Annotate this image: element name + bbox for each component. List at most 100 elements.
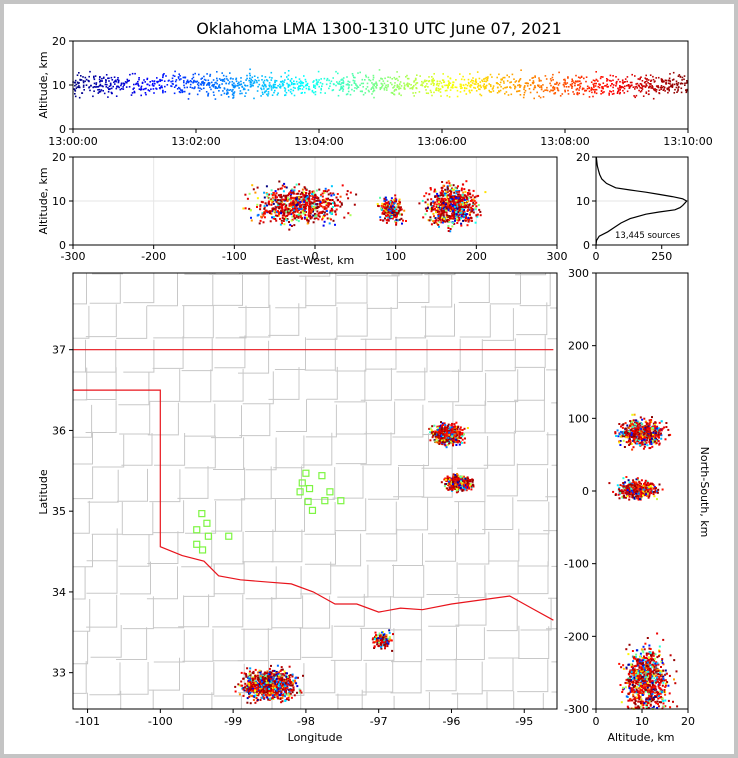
time-height-point [483, 80, 486, 82]
time-height-point [342, 81, 345, 83]
east-west-point [473, 203, 476, 206]
time-height-point [246, 77, 248, 80]
east-west-point [323, 206, 326, 209]
east-west-point [385, 210, 388, 213]
map-lightning-point [451, 428, 453, 431]
time-height-point [479, 81, 482, 83]
county-boundary [92, 273, 123, 275]
time-height-point [212, 79, 215, 81]
east-west-point [390, 209, 393, 212]
time-height-point [597, 80, 599, 82]
county-boundary [543, 530, 557, 532]
east-west-point [306, 218, 308, 221]
time-height-point [506, 74, 508, 77]
east-west-point [347, 212, 350, 215]
time-height-point [680, 87, 683, 90]
map-lightning-point [460, 480, 463, 483]
time-height-point [232, 86, 235, 88]
time-height-point [337, 82, 340, 85]
time-height-point [170, 80, 172, 83]
east-west-point [327, 193, 330, 196]
time-height-point [619, 81, 621, 83]
east-west-point [292, 197, 295, 200]
east-west-point [387, 218, 390, 221]
time-height-point [385, 84, 387, 87]
map-lightning-point [454, 476, 457, 479]
east-west-point [322, 190, 325, 193]
county-boundary [483, 433, 515, 466]
map-lightning-point [458, 484, 461, 487]
time-height-point [665, 82, 667, 85]
east-west-point [263, 191, 266, 194]
county-boundary [359, 596, 391, 629]
time-height-point [421, 80, 423, 83]
east-west-point [448, 203, 451, 206]
east-west-point [390, 216, 393, 219]
county-boundary [365, 336, 397, 370]
time-height-point [642, 85, 645, 87]
time-height-point [311, 90, 314, 93]
time-height-point [620, 85, 623, 88]
map-lightning-point [461, 486, 463, 489]
time-height-point [115, 95, 118, 97]
time-height-point [298, 81, 300, 84]
county-boundary [368, 273, 400, 277]
east-west-point [451, 205, 454, 207]
time-height-point [627, 85, 630, 87]
time-height-point [513, 78, 515, 80]
east-west-point [279, 195, 282, 198]
east-west-point [477, 204, 480, 207]
time-height-point [367, 89, 370, 92]
time-height-point [195, 81, 197, 83]
time-height-point [514, 81, 517, 83]
time-height-point [342, 82, 344, 84]
time-height-point [75, 87, 78, 90]
time-height-point [394, 78, 397, 80]
time-height-point [194, 72, 196, 75]
time-height-point [219, 86, 222, 89]
time-height-point [270, 71, 273, 74]
east-west-point [288, 204, 291, 207]
east-west-point [385, 221, 388, 224]
time-height-point [496, 92, 499, 94]
east-west-point [291, 188, 293, 191]
east-west-point [292, 215, 295, 218]
east-west-point [435, 205, 438, 208]
map-lightning-point [461, 435, 464, 438]
county-boundary [551, 691, 557, 693]
time-height-point [350, 84, 353, 86]
map-lightning-point [459, 431, 462, 434]
map-lightning-point [461, 475, 464, 478]
time-height-point [183, 84, 185, 87]
county-boundary [245, 437, 277, 471]
map-lightning-point [449, 430, 452, 433]
east-west-point [346, 190, 349, 193]
east-west-point [283, 218, 286, 220]
time-height-point [580, 75, 583, 78]
east-west-point [282, 194, 285, 197]
east-west-point [449, 228, 452, 230]
east-west-point [381, 212, 384, 215]
county-boundary [360, 432, 392, 466]
county-boundary [393, 564, 425, 598]
time-height-point [539, 96, 542, 99]
time-height-point [316, 81, 318, 83]
map-lightning-point [268, 667, 271, 670]
time-height-point [408, 83, 411, 85]
map-lightning-point [446, 487, 449, 490]
time-height-point [679, 83, 682, 85]
county-boundary [147, 531, 179, 564]
time-height-point [573, 93, 575, 95]
map-lightning-point [261, 696, 264, 699]
time-height-point [192, 73, 195, 76]
time-height-point [295, 76, 297, 79]
time-height-point [478, 77, 481, 80]
county-boundary [270, 566, 302, 599]
time-height-point [505, 91, 508, 93]
east-west-point [459, 212, 462, 215]
time-height-point [221, 80, 224, 82]
time-height-point [263, 79, 266, 82]
time-height-point [507, 94, 510, 96]
time-height-point [82, 76, 84, 78]
time-height-point [133, 83, 135, 86]
